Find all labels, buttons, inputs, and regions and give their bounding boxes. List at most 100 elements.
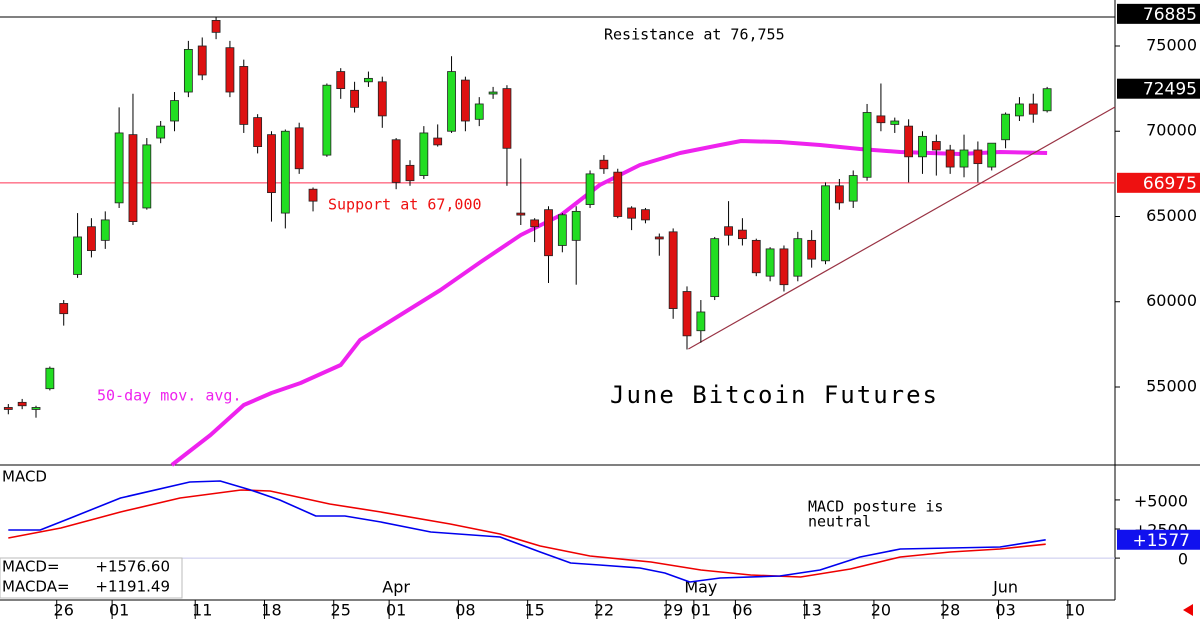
candle-body xyxy=(557,214,567,246)
x-tick-label: 22 xyxy=(594,601,614,619)
candle-body xyxy=(87,226,96,251)
x-tick-label: 01 xyxy=(691,601,711,619)
candle-body xyxy=(987,142,997,168)
candle-body xyxy=(474,103,484,120)
candle-body xyxy=(793,238,803,277)
candle-body xyxy=(1001,113,1010,141)
candle-body xyxy=(668,231,678,309)
readout-name: MACDA= xyxy=(2,578,70,596)
candle-body xyxy=(890,120,900,125)
value-box xyxy=(1117,529,1200,550)
candle-body xyxy=(142,144,152,209)
y-tick-label: +5000 xyxy=(1134,491,1188,510)
candle-body xyxy=(45,367,55,390)
x-tick-label: 28 xyxy=(940,601,960,619)
candle-body xyxy=(945,149,955,168)
trendline xyxy=(688,106,1116,350)
macd-line xyxy=(8,489,1046,578)
price-box xyxy=(1117,3,1200,24)
y-tick-label: 55000 xyxy=(1146,376,1197,395)
candle-body xyxy=(488,91,498,95)
y-tick-label: 0 xyxy=(1178,550,1188,569)
candle-body xyxy=(613,171,623,217)
candle-body xyxy=(433,137,443,146)
readout-name: MACD= xyxy=(2,558,60,576)
candle-body xyxy=(904,125,914,158)
candle-body xyxy=(696,311,706,332)
candle-body xyxy=(585,173,595,205)
candle-body xyxy=(280,130,290,214)
value-box-label: +1577 xyxy=(1132,531,1190,551)
candle-body xyxy=(876,115,886,124)
price-box-label: 76885 xyxy=(1143,5,1197,25)
candle-body xyxy=(308,188,318,202)
candle-body xyxy=(1042,88,1052,112)
candle-body xyxy=(931,141,941,151)
candle-body xyxy=(821,185,830,262)
x-tick-label: 26 xyxy=(54,601,74,619)
candle-body xyxy=(710,238,720,298)
candle-body xyxy=(530,219,540,228)
candle-body xyxy=(654,236,664,240)
price-box-label: 66975 xyxy=(1143,174,1197,194)
candle-body xyxy=(100,219,110,241)
panel-title: MACD xyxy=(2,468,47,486)
candle-body xyxy=(973,149,983,165)
candle-body xyxy=(73,236,82,275)
x-tick-label: 18 xyxy=(261,601,281,619)
price-box xyxy=(1117,172,1200,193)
candle-body xyxy=(391,139,401,183)
x-tick-label: 13 xyxy=(801,601,821,619)
month-label: Apr xyxy=(382,578,410,597)
candle-body xyxy=(544,209,553,257)
candle-body xyxy=(267,134,276,194)
readout-value: +1191.49 xyxy=(95,578,170,596)
candle-body xyxy=(738,229,747,240)
candle-body xyxy=(460,79,470,122)
candle-body xyxy=(31,407,41,410)
candle-body xyxy=(336,71,346,90)
candle-body xyxy=(918,135,927,158)
candle-body xyxy=(627,207,637,219)
candle-body xyxy=(225,47,235,93)
y-tick-label: 60000 xyxy=(1146,291,1197,310)
candle-body xyxy=(183,48,193,93)
candle-body xyxy=(751,239,761,274)
readout-box xyxy=(0,557,183,599)
candle-body xyxy=(1015,103,1024,117)
candle-body xyxy=(571,210,581,241)
candle-body xyxy=(405,164,415,182)
candle-body xyxy=(59,303,69,315)
annotation: neutral xyxy=(808,513,871,531)
candle-body xyxy=(239,66,249,125)
candle-body xyxy=(724,226,733,236)
candle-body xyxy=(641,209,650,221)
candle-body xyxy=(862,112,872,178)
price-box-label: 72495 xyxy=(1143,80,1197,100)
x-tick-label: 10 xyxy=(1065,601,1085,619)
candle-body xyxy=(779,248,789,286)
chart-title: June Bitcoin Futures xyxy=(610,381,939,409)
candle-body xyxy=(253,117,263,147)
candle-body xyxy=(959,149,969,168)
candle-body xyxy=(765,248,775,277)
annotation: Resistance at 76,755 xyxy=(604,26,785,44)
candle-body xyxy=(807,239,817,260)
macd-line xyxy=(8,480,1046,583)
candle-body xyxy=(447,71,456,132)
x-tick-label: 15 xyxy=(524,601,544,619)
candle-body xyxy=(17,401,27,407)
x-tick-label: 25 xyxy=(331,601,351,619)
x-tick-label: 03 xyxy=(995,601,1015,619)
x-tick-label: 06 xyxy=(732,601,752,619)
candle-body xyxy=(1028,103,1038,115)
candle-body xyxy=(377,81,387,117)
candle-body xyxy=(419,132,429,176)
candle-body xyxy=(599,159,609,170)
candle-body xyxy=(294,127,304,170)
candle-body xyxy=(682,291,692,337)
candle-body xyxy=(516,212,526,216)
candle-body xyxy=(128,134,138,223)
candle-body xyxy=(197,45,207,76)
